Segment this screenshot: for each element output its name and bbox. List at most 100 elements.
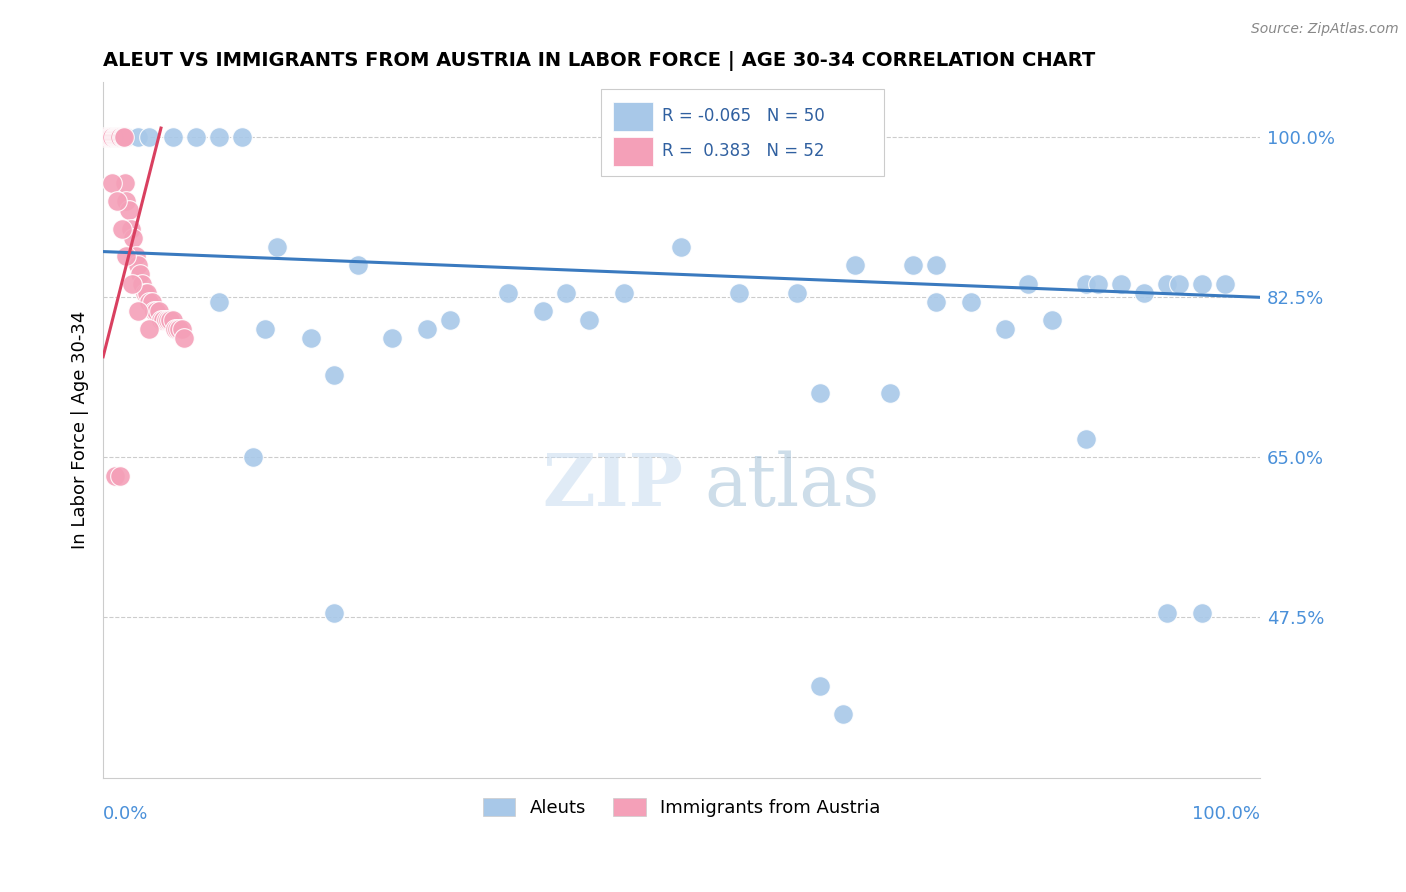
Point (111, 130, 134, 145)
Point (112, 130, 135, 145)
Point (156, 313, 179, 327)
Point (808, 679, 831, 693)
Point (101, 130, 124, 145)
Point (163, 322, 186, 336)
Point (110, 130, 132, 145)
Point (879, 386, 901, 401)
Point (162, 130, 184, 145)
Point (346, 258, 368, 272)
Point (1076, 277, 1098, 291)
Point (104, 130, 127, 145)
Point (578, 313, 600, 327)
Point (1040, 313, 1063, 327)
Point (242, 450, 264, 465)
Point (108, 130, 131, 145)
Point (231, 130, 253, 145)
Point (1191, 606, 1213, 620)
Point (1156, 277, 1178, 291)
Point (107, 130, 129, 145)
Point (98, 130, 121, 145)
Point (728, 285, 751, 300)
Point (111, 221, 134, 235)
Point (138, 294, 160, 309)
Point (152, 313, 174, 327)
Point (959, 294, 981, 309)
Point (114, 176, 136, 190)
Point (127, 258, 149, 272)
Point (439, 313, 461, 327)
Point (127, 304, 149, 318)
Point (148, 304, 170, 318)
Point (1133, 285, 1156, 300)
Point (844, 258, 866, 272)
Point (1109, 277, 1132, 291)
Point (173, 331, 195, 345)
Point (117, 203, 139, 218)
Point (105, 130, 128, 145)
Point (121, 277, 143, 291)
Point (100, 130, 122, 145)
Point (266, 240, 288, 254)
Point (94, 130, 117, 145)
Point (155, 313, 177, 327)
Text: 100.0%: 100.0% (1192, 805, 1260, 823)
Point (162, 313, 184, 327)
Point (416, 322, 439, 336)
Point (103, 130, 125, 145)
Point (127, 130, 149, 145)
Point (111, 130, 134, 145)
Point (115, 130, 138, 145)
Point (808, 386, 831, 401)
Point (901, 258, 924, 272)
Text: R = -0.065   N = 50: R = -0.065 N = 50 (662, 107, 824, 126)
Point (208, 294, 231, 309)
Text: ZIP: ZIP (543, 450, 683, 521)
Point (120, 221, 142, 235)
Point (1087, 277, 1109, 291)
Point (138, 130, 160, 145)
Point (1167, 277, 1189, 291)
Point (115, 249, 138, 263)
FancyBboxPatch shape (613, 102, 652, 131)
Point (1213, 277, 1236, 291)
Text: atlas: atlas (704, 450, 880, 521)
Point (104, 130, 127, 145)
Point (105, 194, 128, 209)
Point (1076, 432, 1098, 446)
Point (1156, 606, 1178, 620)
Legend: Aleuts, Immigrants from Austria: Aleuts, Immigrants from Austria (475, 790, 887, 824)
Point (97, 130, 120, 145)
FancyBboxPatch shape (613, 136, 652, 166)
Point (141, 294, 163, 309)
Point (124, 249, 146, 263)
Point (136, 285, 159, 300)
Point (786, 285, 808, 300)
Text: 0.0%: 0.0% (103, 805, 149, 823)
Point (671, 240, 693, 254)
Point (138, 322, 160, 336)
Point (149, 313, 172, 327)
FancyBboxPatch shape (600, 89, 884, 177)
Point (110, 468, 132, 483)
Point (143, 304, 166, 318)
Point (101, 176, 124, 190)
Point (169, 322, 191, 336)
Point (496, 285, 519, 300)
Point (925, 258, 948, 272)
Point (1191, 277, 1213, 291)
Text: Source: ZipAtlas.com: Source: ZipAtlas.com (1251, 22, 1399, 37)
Point (832, 706, 855, 721)
Point (1017, 277, 1039, 291)
Point (554, 285, 576, 300)
Point (115, 194, 138, 209)
Point (208, 130, 231, 145)
Point (145, 304, 167, 318)
Point (166, 322, 188, 336)
Point (104, 468, 127, 483)
Text: R =  0.383   N = 52: R = 0.383 N = 52 (662, 142, 824, 161)
Point (131, 277, 153, 291)
Point (613, 285, 636, 300)
Text: ALEUT VS IMMIGRANTS FROM AUSTRIA IN LABOR FORCE | AGE 30-34 CORRELATION CHART: ALEUT VS IMMIGRANTS FROM AUSTRIA IN LABO… (103, 51, 1095, 70)
Point (170, 322, 193, 336)
Point (97, 130, 120, 145)
